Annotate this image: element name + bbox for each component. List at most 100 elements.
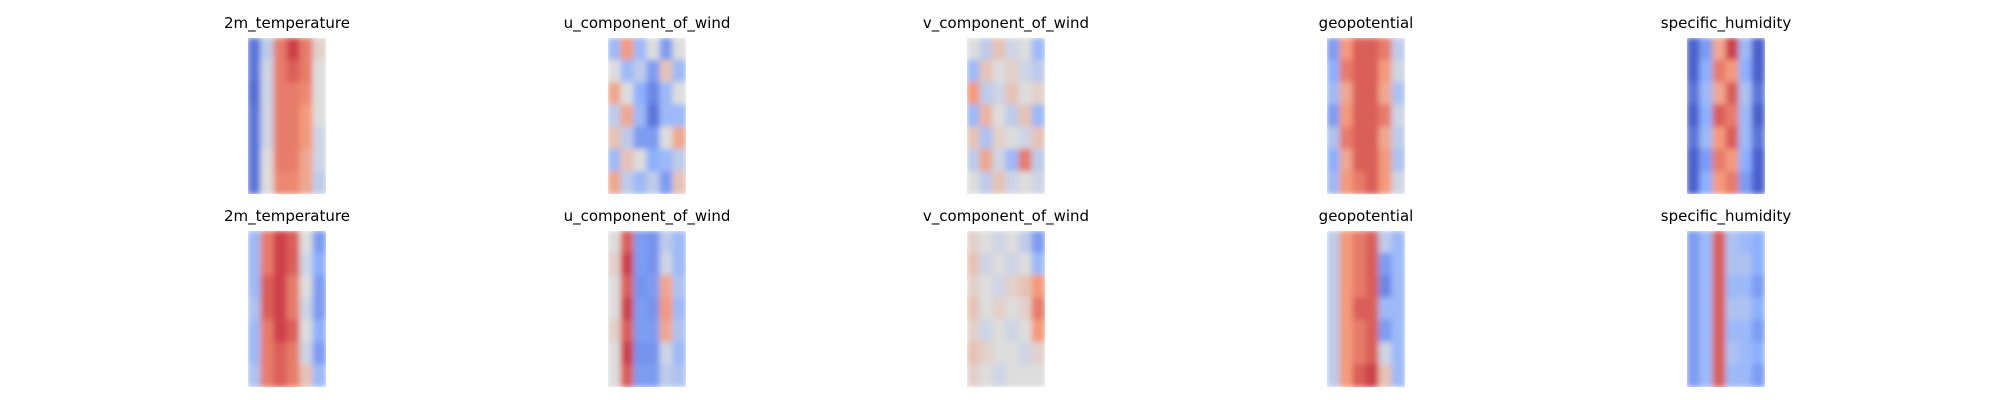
heatmap-cell (1391, 126, 1405, 150)
panel-title: v_component_of_wind (923, 14, 1089, 33)
heatmap-cell (979, 252, 994, 277)
heatmap-cell (1327, 252, 1341, 277)
heatmap-cell (248, 104, 262, 128)
heatmap-cell (299, 231, 314, 254)
heatmap-cell (273, 252, 288, 277)
heatmap-cell (1005, 126, 1020, 150)
heatmap-cell (1005, 364, 1020, 387)
panel-2m_temperature-row-1: 2m_temperature (224, 14, 350, 194)
heatmap-cell (312, 38, 326, 61)
heatmap-cell (286, 171, 301, 194)
heatmap-cell (1687, 171, 1701, 194)
heatmap-cell (1687, 231, 1701, 254)
heatmap-cell (248, 59, 262, 84)
heatmap-cell (260, 341, 275, 366)
panel-specific_humidity-row-2: specific_humidity (1661, 207, 1792, 387)
heatmap-cell (312, 297, 326, 321)
heatmap-cell (1378, 59, 1393, 84)
heatmap-cell (1712, 82, 1727, 106)
heatmap-cell (620, 148, 635, 173)
heatmap-cell (248, 126, 262, 150)
heatmap-cell (260, 82, 275, 106)
heatmap-cell (608, 38, 622, 61)
heatmap-cell (659, 364, 674, 387)
heatmap-cell (979, 126, 994, 150)
heatmap-cell (979, 104, 994, 128)
heatmap-cell (312, 252, 326, 277)
heatmap-cell (1738, 148, 1753, 173)
heatmap-cell (979, 319, 994, 343)
heatmap-cell (1712, 148, 1727, 173)
heatmap-cell (608, 148, 622, 173)
heatmap-cell (1751, 148, 1765, 173)
heatmap-cell (1352, 104, 1367, 128)
heatmap-cell (1031, 38, 1045, 61)
heatmap-cell (1751, 104, 1765, 128)
heatmap-cell (1327, 59, 1341, 84)
heatmap-cell (1751, 82, 1765, 106)
heatmap-cell (312, 341, 326, 366)
heatmap-cell (1339, 364, 1354, 387)
heatmap-cells (248, 231, 326, 387)
heatmap-cell (1339, 297, 1354, 321)
heatmap-cell (1738, 59, 1753, 84)
heatmap-cell (1005, 59, 1020, 84)
heatmap-cell (1751, 275, 1765, 299)
heatmap-cell (286, 148, 301, 173)
heatmap-cell (260, 275, 275, 299)
heatmap-cell (299, 104, 314, 128)
heatmap-cell (1391, 231, 1405, 254)
heatmap-cell (608, 171, 622, 194)
heatmap-cell (967, 364, 981, 387)
heatmap-cell (1005, 171, 1020, 194)
heatmap-cell (672, 148, 686, 173)
heatmap-cell (312, 231, 326, 254)
heatmap-cell (1725, 148, 1740, 173)
heatmap-cell (1005, 148, 1020, 173)
heatmap-cell (1327, 364, 1341, 387)
heatmap-cell (633, 38, 648, 61)
heatmap-cell (992, 38, 1007, 61)
heatmap-cell (1699, 148, 1714, 173)
heatmap-cell (967, 171, 981, 194)
heatmap-cell (1699, 82, 1714, 106)
heatmap-cell (1378, 126, 1393, 150)
heatmap-cell (286, 104, 301, 128)
panel-title: u_component_of_wind (564, 207, 731, 226)
heatmap-cell (1751, 231, 1765, 254)
heatmap-cell (620, 275, 635, 299)
heatmap-cell (672, 252, 686, 277)
heatmap-cells (967, 38, 1045, 194)
heatmap-cell (1391, 104, 1405, 128)
heatmap-cell (1339, 38, 1354, 61)
heatmap-cell (967, 59, 981, 84)
heatmap-cell (1712, 319, 1727, 343)
heatmap-cell (273, 364, 288, 387)
heatmap-cell (1018, 275, 1033, 299)
heatmap-cell (1391, 341, 1405, 366)
heatmap-cell (273, 82, 288, 106)
heatmap-cell (1751, 59, 1765, 84)
heatmap-cell (312, 82, 326, 106)
heatmap-cell (1712, 275, 1727, 299)
heatmap-cell (1391, 38, 1405, 61)
heatmap-cell (620, 231, 635, 254)
heatmap-cell (967, 126, 981, 150)
heatmap-cell (967, 231, 981, 254)
heatmap-cell (1391, 82, 1405, 106)
panel-title: specific_humidity (1661, 207, 1792, 226)
heatmap-cell (967, 38, 981, 61)
heatmap-cell (659, 38, 674, 61)
heatmap-cell (312, 104, 326, 128)
heatmap-cell (992, 275, 1007, 299)
heatmap-cell (608, 341, 622, 366)
heatmap-cell (273, 341, 288, 366)
heatmap-cell (979, 38, 994, 61)
heatmap-cell (979, 82, 994, 106)
heatmap-cell (608, 104, 622, 128)
heatmap-cell (312, 364, 326, 387)
heatmap-cell (620, 341, 635, 366)
heatmap-cell (1378, 104, 1393, 128)
heatmap-cell (1391, 319, 1405, 343)
heatmap-cell (299, 319, 314, 343)
